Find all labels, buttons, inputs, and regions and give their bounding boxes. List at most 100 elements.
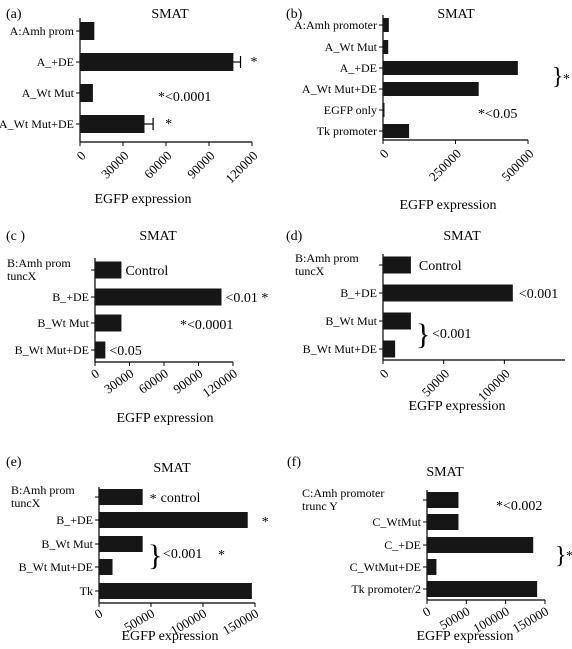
annotation: *<0.05	[478, 107, 517, 122]
category-label: A_+DE	[37, 55, 74, 69]
category-label: B_+DE	[340, 286, 377, 300]
panel-label: (a)	[6, 7, 22, 22]
chart-title: SMAT	[153, 461, 191, 476]
category-label: A_Wt Mut	[22, 86, 75, 100]
x-tick-label: 500000	[498, 146, 536, 184]
bar	[99, 536, 143, 552]
panel-label: (f)	[287, 455, 301, 470]
category-label: A_Wt Mut+DE	[0, 117, 74, 131]
category-label: Tk promoter	[317, 124, 377, 138]
bar	[383, 61, 518, 75]
bar	[427, 581, 538, 597]
x-tick-label: 60000	[136, 366, 171, 397]
bar	[383, 124, 410, 138]
x-axis-label: EGFP expression	[94, 192, 191, 207]
category-label: B_Wt Mut+DE	[303, 342, 377, 356]
category-label: A_Wt Mut+DE	[302, 82, 377, 96]
bar	[383, 18, 389, 32]
bar	[383, 284, 513, 302]
bar	[99, 559, 113, 575]
annotation: <0.05	[109, 344, 141, 359]
annotation: <0.01 *	[226, 291, 269, 306]
annotation: }	[555, 543, 567, 569]
bar	[383, 312, 411, 330]
x-tick-label: 90000	[170, 366, 205, 397]
bar	[80, 115, 145, 133]
x-tick-label: 150000	[220, 605, 261, 637]
category-label: B_Wt Mut	[37, 316, 89, 330]
category-label: B_Wt Mut	[41, 537, 93, 551]
bar	[99, 512, 248, 528]
x-axis-label: EGFP expression	[121, 629, 218, 644]
bar	[383, 40, 389, 54]
x-tick-label: 0	[420, 603, 433, 619]
bar	[99, 583, 252, 599]
x-axis-label: EGFP expression	[416, 629, 513, 644]
x-tick-label: 120000	[222, 148, 260, 186]
category-label: B_+DE	[52, 290, 89, 304]
category-label: B:Amh prom tuncX	[11, 483, 75, 510]
bar	[95, 341, 106, 359]
annotation: }	[148, 539, 162, 572]
category-label: C_WtMut	[372, 515, 421, 529]
bar	[95, 288, 222, 306]
bar	[383, 82, 479, 96]
bar	[427, 559, 437, 575]
x-tick-label: 150000	[510, 603, 551, 635]
x-tick-label: 120000	[199, 366, 240, 401]
annotation: <0.001	[432, 327, 471, 342]
annotation: *<0.0001	[180, 318, 233, 333]
annotation: *	[218, 548, 225, 563]
chart-title: SMAT	[443, 229, 481, 244]
category-label: B:Amh prom tuncX	[7, 256, 71, 283]
annotation: *<0.0001	[158, 90, 211, 105]
category-label: A:Amh promoter	[294, 18, 377, 32]
annotation: <0.001	[519, 287, 558, 302]
bar	[80, 53, 234, 71]
x-tick-label: 0	[376, 146, 391, 161]
panel-a: (a) SMAT 0 30000 60000 90000 120000 EGFP expres…	[0, 7, 261, 207]
annotation: Control	[125, 264, 168, 279]
annotation: }	[552, 64, 564, 90]
annotation: *	[566, 549, 572, 564]
x-tick-label: 250000	[426, 146, 464, 184]
category-label: B_Wt Mut	[325, 314, 377, 328]
annotation: *<0.002	[496, 499, 542, 514]
category-label: C:Amh promoter trunc Y	[302, 486, 384, 513]
bar	[427, 492, 459, 508]
category-label: A_+DE	[340, 61, 377, 75]
chart-title: SMAT	[139, 229, 177, 244]
annotation: *	[262, 515, 269, 530]
annotation: control	[161, 491, 201, 506]
panel-label: (c )	[6, 229, 25, 244]
x-axis-label: EGFP expression	[399, 198, 496, 213]
bar	[95, 261, 122, 279]
category-label: B_Wt Mut+DE	[15, 343, 89, 357]
x-tick-label: 30000	[98, 148, 132, 182]
category-label: B_+DE	[56, 513, 93, 527]
chart-title: SMAT	[426, 465, 464, 480]
x-tick-label: 0	[376, 366, 391, 381]
annotation: *	[150, 492, 157, 507]
annotation: <0.001	[163, 547, 202, 562]
bar	[95, 314, 122, 332]
panel-label: (e)	[6, 455, 22, 470]
panel-label: (d)	[286, 229, 303, 244]
annotation: *	[251, 55, 258, 70]
bar	[99, 489, 143, 505]
x-axis-label: EGFP expression	[408, 399, 505, 414]
annotation: *	[165, 117, 172, 132]
bar	[80, 84, 93, 102]
category-label: A:Amh prom	[10, 24, 75, 38]
category-label: B:Amh prom tuncX	[295, 251, 359, 278]
category-label: Tk promoter/2	[351, 582, 421, 596]
category-label: B_Wt Mut+DE	[19, 560, 93, 574]
annotation: Control	[419, 259, 462, 274]
category-label: Tk	[80, 584, 93, 598]
